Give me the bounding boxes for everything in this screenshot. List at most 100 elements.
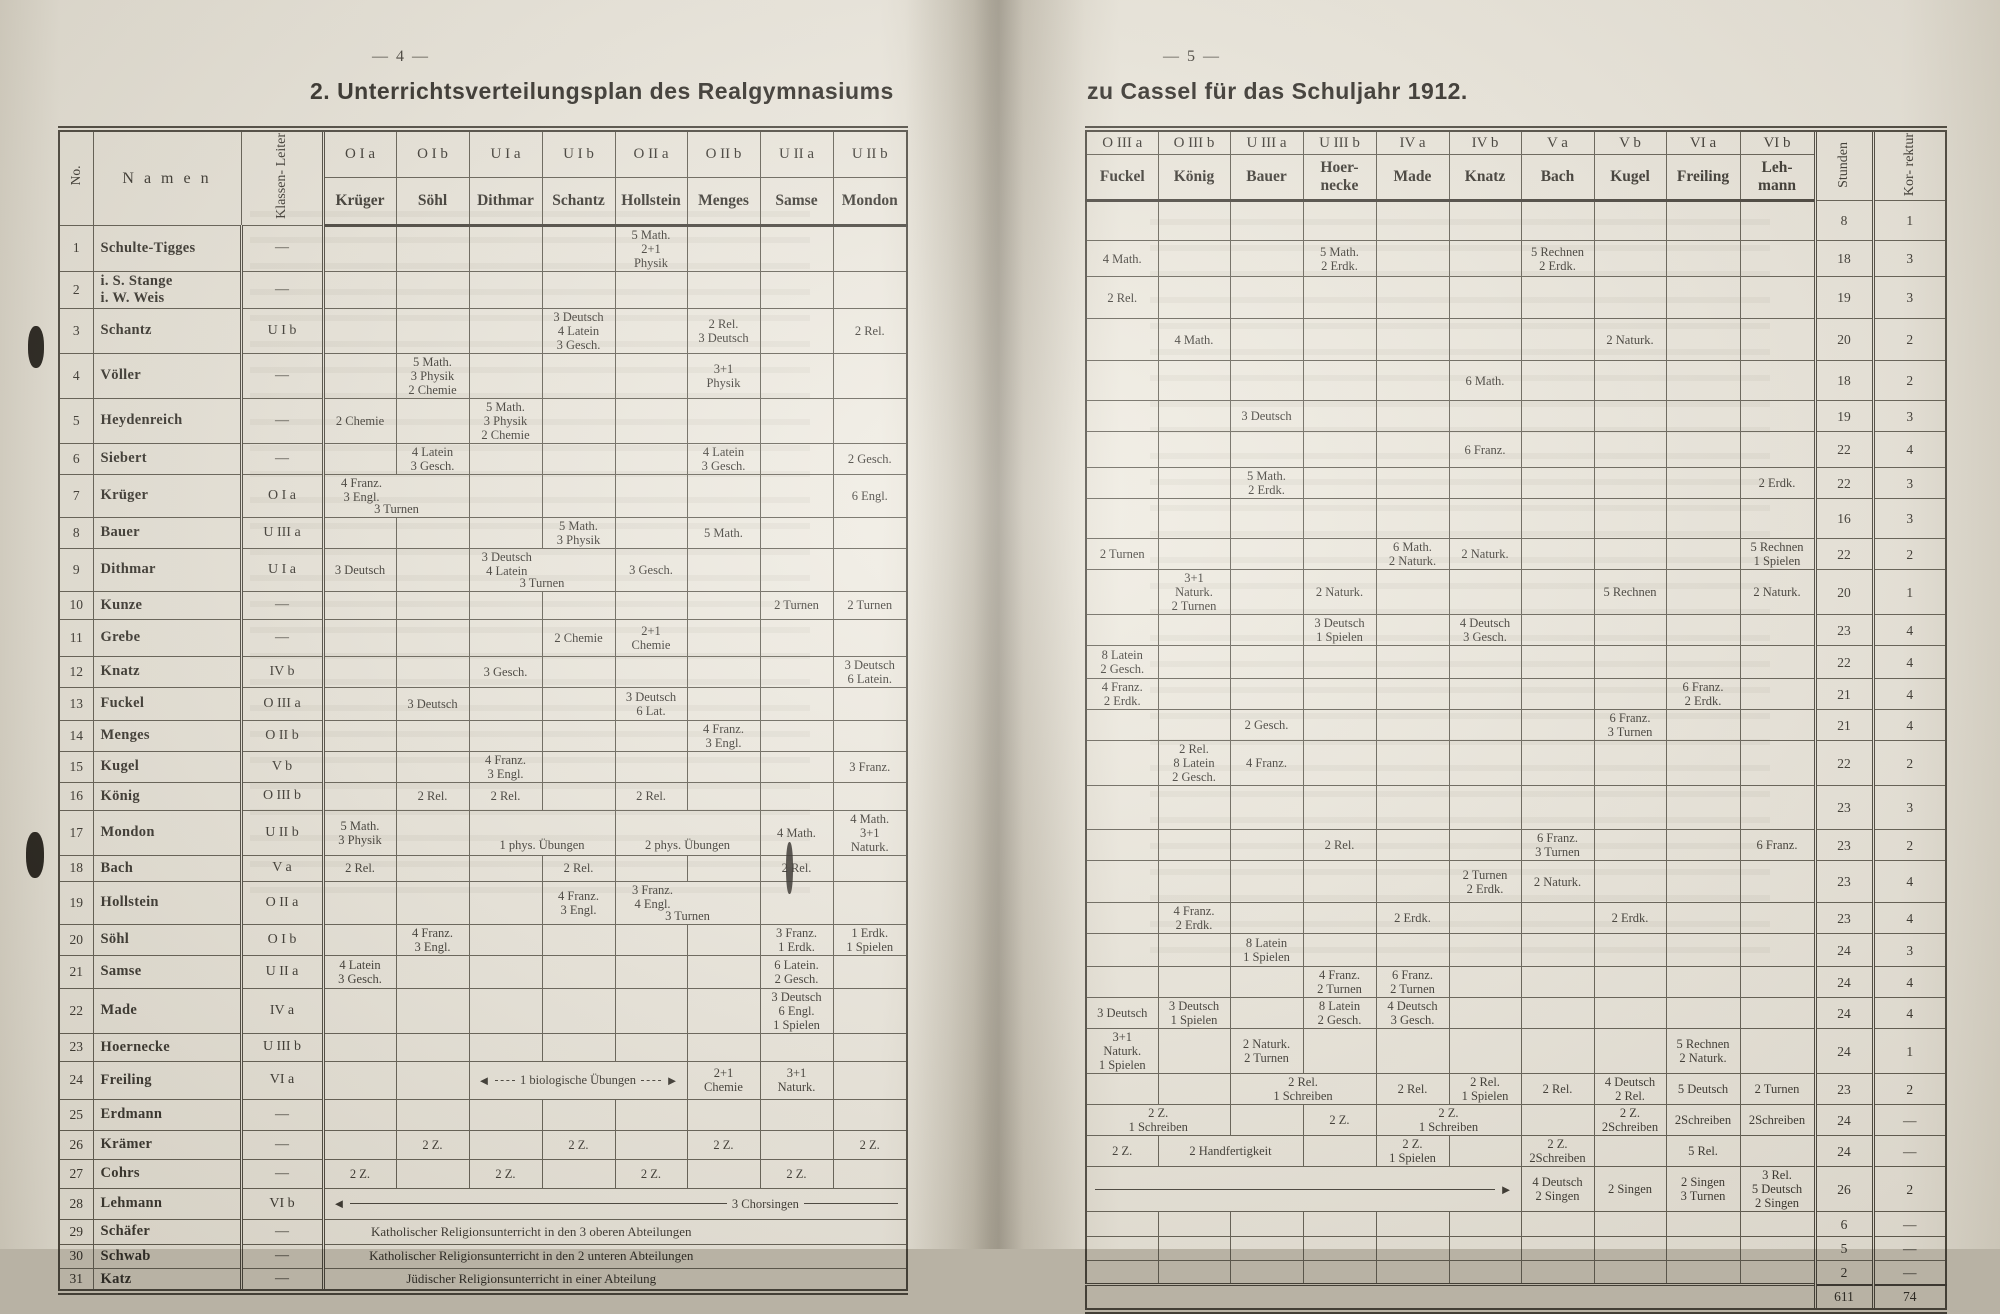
table-row-26: 26 Krämer — 2 Z. 2 Z. 2 Z. 2 Z. xyxy=(58,1129,908,1160)
plan-cell: 2 Rel. xyxy=(832,307,908,354)
plan-cell: 3+1 Naturk. 1 Spielen xyxy=(1085,1028,1159,1075)
plan-cell: 4 Franz. 2 Erdk. xyxy=(1085,678,1159,711)
klassenleiter-of: — xyxy=(240,1218,325,1245)
klassenleiter-of: U III a xyxy=(240,516,325,549)
class-teacher-OIIa: Hollstein xyxy=(614,177,688,227)
plan-cell: 2 Rel. 1 Spielen xyxy=(1448,1073,1522,1106)
klassenleiter-of: O II a xyxy=(240,880,325,925)
plan-cell: 2 Naturk. xyxy=(1739,569,1816,616)
table-row-16: 16 König O III b 2 Rel. 2 Rel. 2 Rel. xyxy=(58,781,908,811)
chorsingen-span-arrow xyxy=(803,1203,898,1205)
plan-cell: 3 Deutsch 4 Latein 3 Turnen xyxy=(468,547,616,592)
plan-cell: 2 Z. xyxy=(759,1158,834,1189)
klassenleiter-of: O III b xyxy=(240,781,325,811)
stunden-value: 23 xyxy=(1813,614,1874,647)
class-teacher-UIa: Dithmar xyxy=(468,177,543,227)
plan-cell: 4 Franz. 3 Engl. xyxy=(468,750,543,783)
class-header-OIIIa: O III a xyxy=(1085,128,1159,156)
teacher-name: Samse xyxy=(92,954,243,989)
klassenleiter-of: VI a xyxy=(240,1060,325,1100)
korrektur-value: 2 xyxy=(1871,1166,1947,1213)
plan-cell: 2 Z. xyxy=(541,1129,616,1160)
stunden-value: 6 xyxy=(1813,1211,1874,1238)
class-teacher-IVb: Knatz xyxy=(1448,154,1522,203)
plan-cell: 5 Math. 3 Physik 2 Chemie xyxy=(468,397,543,444)
stunden-value: 26 xyxy=(1813,1166,1874,1213)
table-row-29: 6— xyxy=(1085,1211,1947,1238)
stunden-value: 24 xyxy=(1813,1135,1874,1168)
class-header-IVa: IV a xyxy=(1375,128,1450,156)
class-header-OIIa: O II a xyxy=(614,128,688,179)
klassenleiter-of: U III b xyxy=(240,1032,325,1062)
header-no: No. xyxy=(59,129,93,226)
table-row-15: 15 Kugel V b 4 Franz. 3 Engl. 3 Franz. xyxy=(58,750,908,783)
plan-cell: 2 Rel. xyxy=(1302,829,1377,862)
teacher-name: Bauer xyxy=(92,516,243,549)
teacher-name: Heydenreich xyxy=(92,397,243,444)
korrektur-value: 2 xyxy=(1871,1073,1947,1106)
teacher-name: Hollstein xyxy=(92,880,243,925)
teacher-name: Bach xyxy=(92,854,243,882)
table-row-26: 2 Z. 1 Schreiben 2 Z. 2 Z. 1 Schreiben 2 … xyxy=(1085,1104,1947,1137)
plan-cell: 4 Math. xyxy=(1157,318,1231,362)
stunden-value: 23 xyxy=(1813,1073,1874,1106)
plan-cell: 3 Deutsch 6 Latein. xyxy=(832,655,908,688)
class-teacher-OIa: Krüger xyxy=(322,177,397,227)
klassenleiter-of: O III a xyxy=(240,686,325,721)
korrektur-value: 1 xyxy=(1871,200,1947,242)
plan-cell: 2+1 Chemie xyxy=(686,1060,761,1100)
plan-cell: 3 Deutsch xyxy=(322,547,397,592)
title-left: 2. Unterrichtsverteilungsplan des Realgy… xyxy=(310,78,894,104)
plan-cell: 5 Deutsch xyxy=(1665,1073,1741,1106)
plan-cell: 6 Math. 2 Naturk. xyxy=(1375,538,1450,571)
plan-cell: 2 Naturk. xyxy=(1448,538,1522,571)
table-row-23: 23 Hoernecke U III b xyxy=(58,1032,908,1062)
stunden-value: 22 xyxy=(1813,740,1874,787)
biology-span-arrow xyxy=(640,1079,661,1081)
plan-cell: 4 Franz. 3 Engl. xyxy=(686,719,761,752)
table-row-8: 8 Bauer U III a 5 Math. 3 Physik 5 Math. xyxy=(58,516,908,549)
plan-cell: 2 Singen 3 Turnen xyxy=(1665,1166,1741,1213)
teacher-name: Hoernecke xyxy=(92,1032,243,1062)
table-row-24: 3+1 Naturk. 1 Spielen 2 Naturk. 2 Turnen… xyxy=(1085,1028,1947,1075)
plan-cell: Katholischer Religionsunterricht in den … xyxy=(322,1243,908,1269)
class-header-UIIb: U II b xyxy=(832,128,908,179)
table-row-7: 6 Franz. 22 4 xyxy=(1085,431,1947,469)
korrektur-value: — xyxy=(1871,1211,1947,1238)
table-row-24: 24 Freiling VI a ◄ 1 biologische Übungen ► 2+… xyxy=(58,1060,908,1100)
korrektur-value: 4 xyxy=(1871,614,1947,647)
plan-cell: 5 Math. xyxy=(686,516,761,549)
table-row-19: 19 Hollstein O II a 4 Franz. 3 Engl. 3 Fran… xyxy=(58,880,908,925)
class-header-OIa: O I a xyxy=(322,128,397,179)
plan-cell: 2 Z. xyxy=(1302,1104,1377,1137)
plan-cell: 2 Z. xyxy=(468,1158,543,1189)
plan-cell: 2 Naturk. 2 Turnen xyxy=(1229,1028,1304,1075)
header-korrektur: Kor- rektur xyxy=(1871,128,1947,202)
biology-span-arrow: ◄ xyxy=(477,1072,491,1088)
table-row-29: 29 Schäfer — Katholischer Religionsunterric… xyxy=(58,1218,908,1245)
class-header-UIb: U I b xyxy=(541,128,616,179)
klassenleiter-of: U II b xyxy=(240,809,325,856)
klassenleiter-of: — xyxy=(240,224,325,272)
header-stunden: Stunden xyxy=(1813,128,1874,202)
stunden-value: 23 xyxy=(1813,829,1874,862)
klassenleiter-of: IV b xyxy=(240,655,325,688)
table-row-8: 5 Math. 2 Erdk. 2 Erdk. 22 3 xyxy=(1085,467,1947,500)
table-row-16: 2 Rel. 8 Latein 2 Gesch. 4 Franz. 22 2 xyxy=(1085,740,1947,787)
korrektur-value: — xyxy=(1871,1135,1947,1168)
klassenleiter-of: V b xyxy=(240,750,325,783)
plan-cell: 4 Deutsch 2 Rel. xyxy=(1593,1073,1667,1106)
korrektur-value: 4 xyxy=(1871,678,1947,711)
stunden-value: 22 xyxy=(1813,645,1874,680)
plan-cell: 5 Rel. xyxy=(1665,1135,1741,1168)
plan-cell: 4 Deutsch 3 Gesch. xyxy=(1375,997,1450,1030)
table-row-21: 8 Latein 1 Spielen 24 3 xyxy=(1085,933,1947,968)
class-header-IVb: IV b xyxy=(1448,128,1522,156)
plan-cell: 6 Franz. 2 Turnen xyxy=(1375,966,1450,999)
